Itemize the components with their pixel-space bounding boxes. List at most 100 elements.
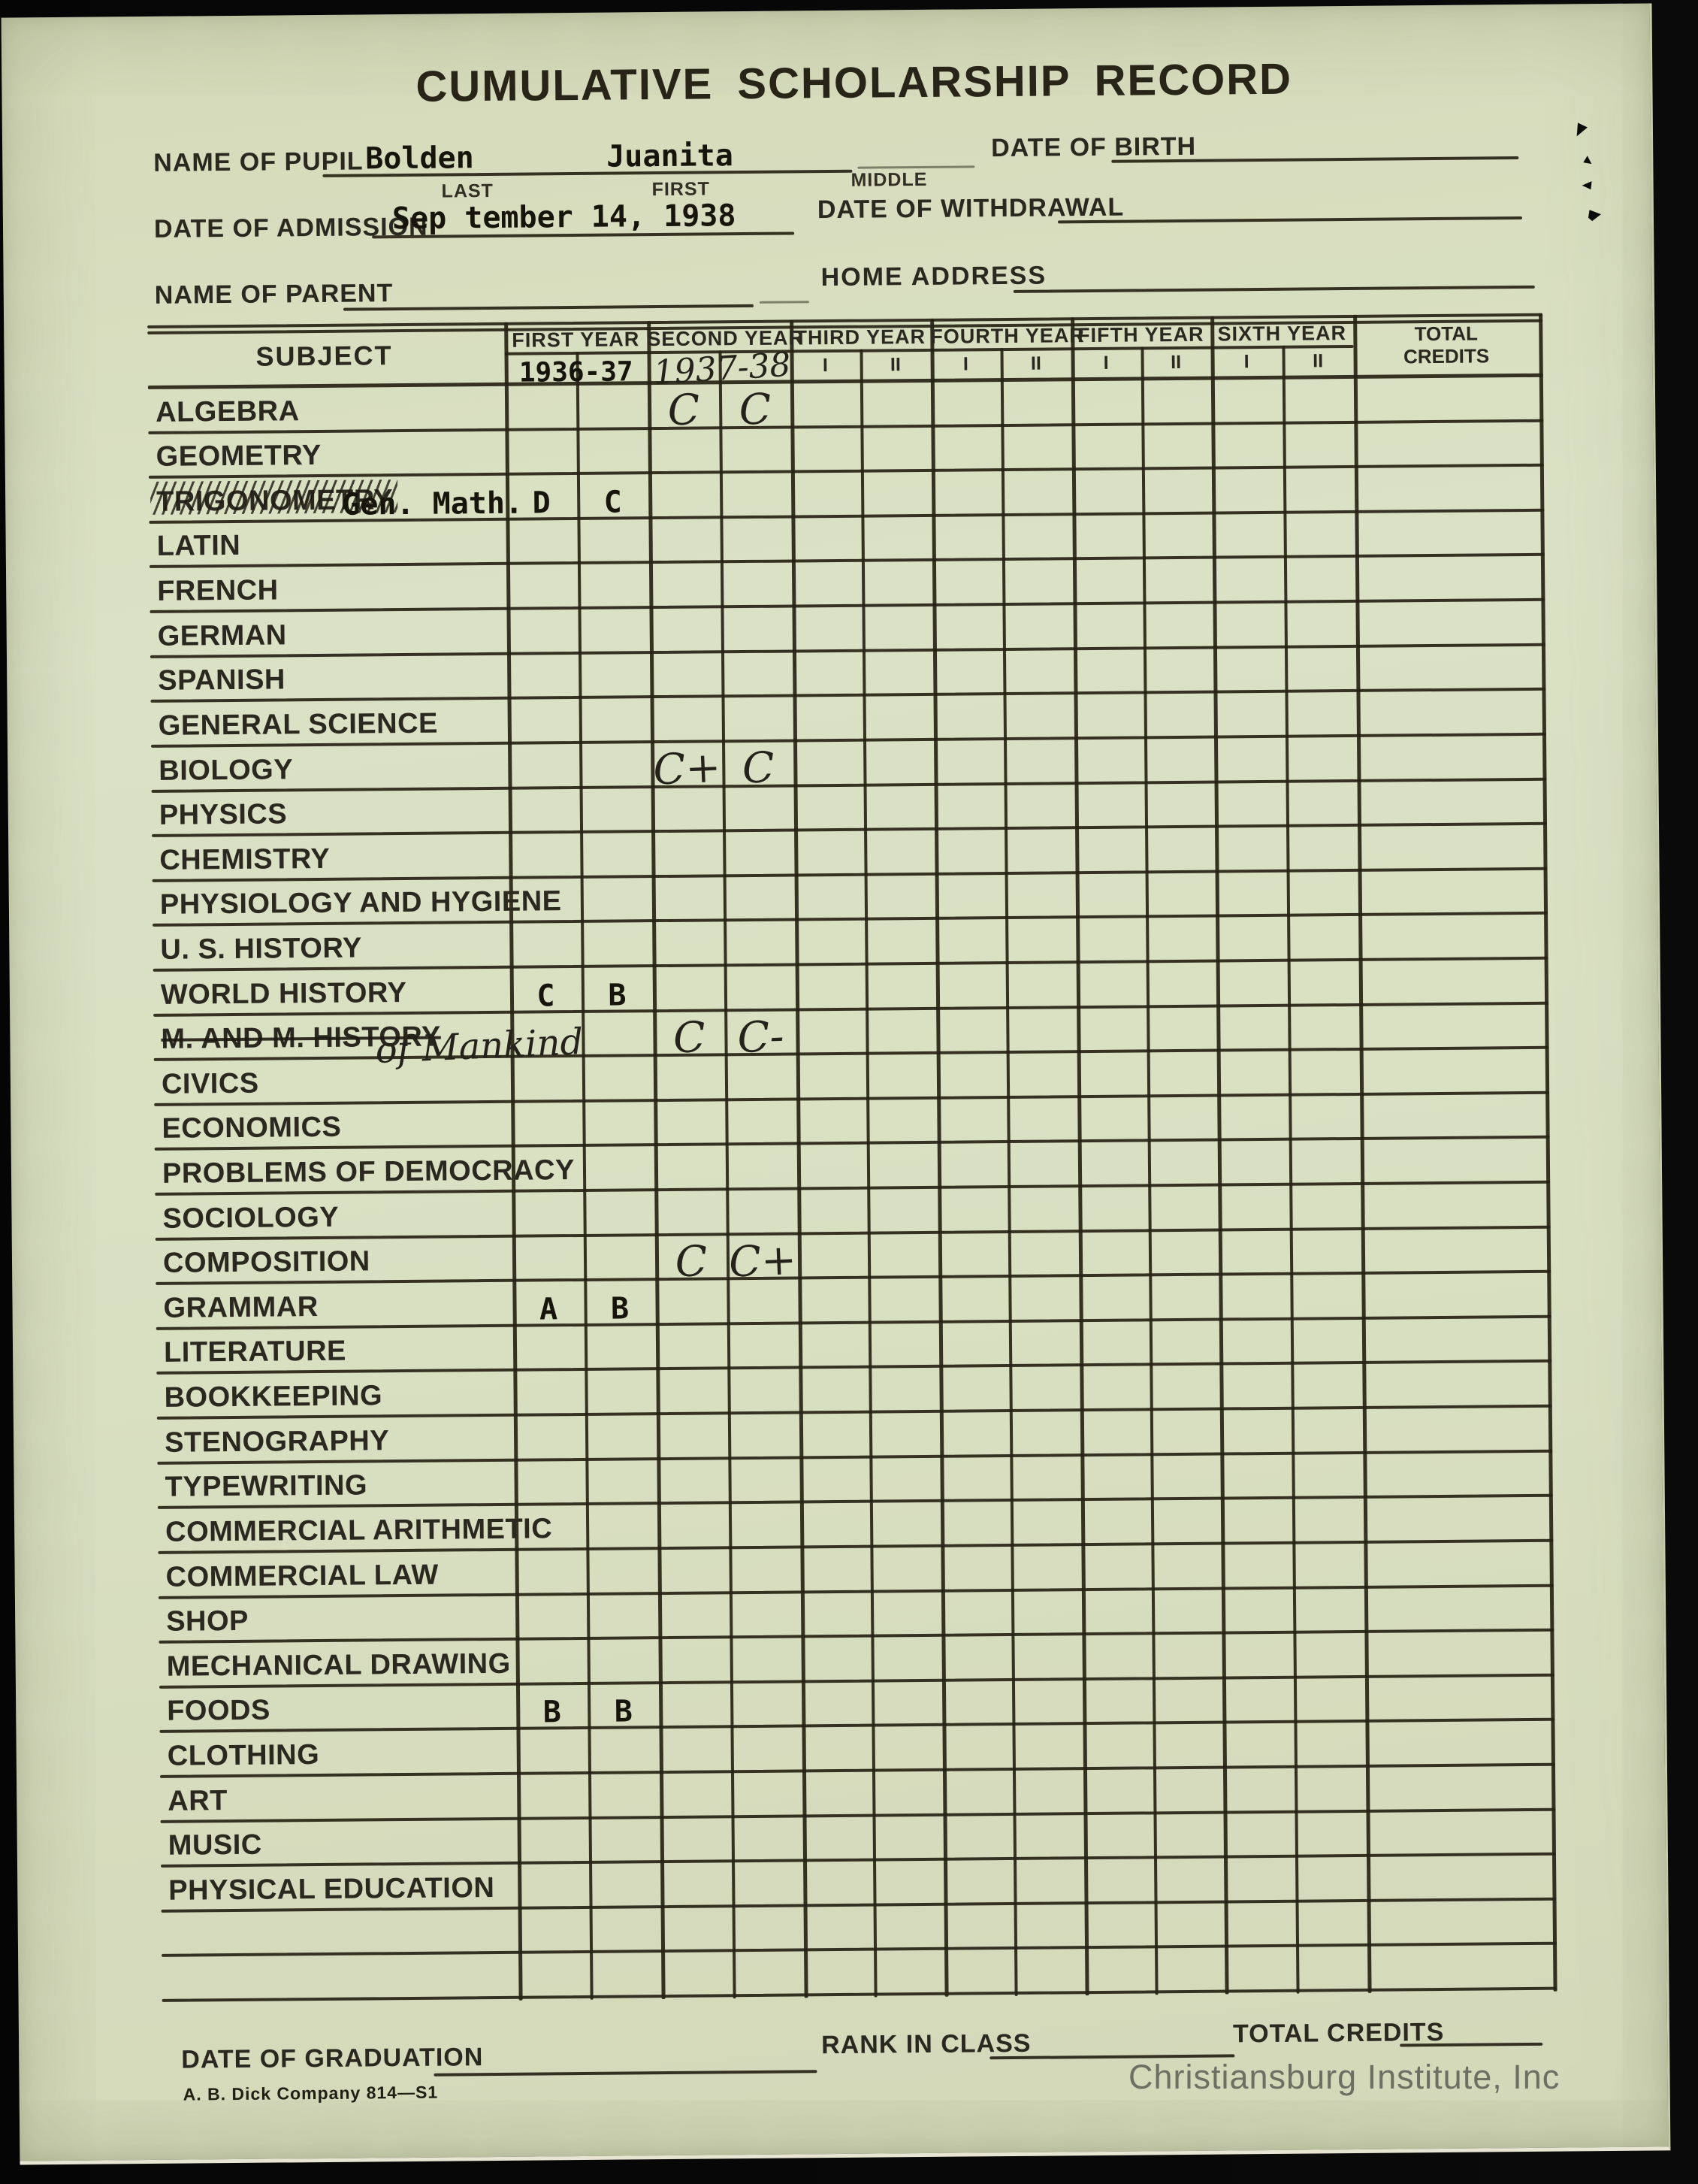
subject-label: PROBLEMS OF DEMOCRACY: [162, 1154, 576, 1190]
total-credits-label: TOTAL CREDITS: [1232, 2017, 1445, 2049]
subject-annotation: of Mankind: [374, 1021, 585, 1072]
header-bottom-rule: [147, 373, 1543, 389]
page-title: CUMULATIVE SCHOLARSHIP RECORD: [415, 54, 1293, 111]
grade-cell: C: [673, 1236, 709, 1287]
semester-label: II: [890, 354, 901, 376]
row-rule: [159, 1628, 1554, 1644]
subject-label: SPANISH: [158, 664, 286, 697]
subject-label: TYPEWRITING: [165, 1469, 368, 1504]
punch-mark-icon: [1588, 210, 1601, 221]
subject-label: STENOGRAPHY: [164, 1424, 390, 1459]
grid-column-line: [1353, 314, 1372, 1993]
grade-cell: B: [614, 1694, 633, 1729]
row-rule: [149, 553, 1545, 569]
total-credits-header: TOTAL: [1414, 322, 1479, 346]
subject-annotation: Gen. Math.: [342, 486, 524, 522]
subject-label: GERMAN: [157, 619, 287, 652]
semester-label: I: [962, 353, 968, 375]
grid-column-line: [860, 349, 878, 1998]
punch-mark-icon: [1583, 156, 1591, 164]
semester-label: II: [1313, 350, 1324, 372]
grid-column-line: [1210, 316, 1229, 1995]
pupil-first-name-value: Juanita: [606, 138, 733, 174]
year-header: THIRD YEAR: [794, 325, 926, 349]
grid-column-line: [647, 321, 666, 2000]
row-rule: [162, 1986, 1558, 2002]
semester-label: II: [1030, 352, 1041, 374]
subject-label: GEOMETRY: [156, 440, 322, 473]
subject-label: CLOTHING: [167, 1738, 320, 1772]
row-rule: [148, 419, 1544, 434]
grid-column-line: [576, 351, 594, 2000]
subject-label: ECONOMICS: [162, 1112, 342, 1145]
grid-column-line: [1141, 346, 1159, 1995]
grid-column-line: [1539, 313, 1558, 1992]
date-of-birth-label: DATE OF BIRTH: [990, 132, 1197, 163]
subject-label: CHEMISTRY: [159, 842, 331, 876]
subject-label: PHYSICAL EDUCATION: [168, 1871, 495, 1907]
grid-column-line: [930, 318, 949, 1997]
subject-label: FOODS: [167, 1694, 271, 1728]
subject-label: LITERATURE: [163, 1336, 347, 1369]
row-rule: [150, 597, 1545, 613]
subject-label: PHYSICS: [159, 798, 288, 831]
date-of-withdrawal-label: DATE OF WITHDRAWAL: [817, 192, 1125, 225]
subject-label: SHOP: [166, 1605, 249, 1638]
row-rule: [162, 1942, 1558, 1958]
semester-label: I: [1243, 351, 1249, 373]
home-address-label: HOME ADDRESS: [820, 261, 1047, 292]
punch-mark-icon: [1582, 181, 1592, 189]
row-rule: [151, 777, 1547, 793]
semester-label: I: [822, 355, 828, 377]
row-rule: [159, 1762, 1555, 1778]
year-header: FIRST YEAR: [512, 328, 640, 352]
semester-label: II: [1171, 351, 1182, 374]
grade-cell: B: [608, 977, 627, 1013]
first-sublabel: FIRST: [651, 178, 710, 201]
subject-label: COMPOSITION: [162, 1245, 370, 1280]
grade-cell: C+: [727, 1235, 797, 1287]
home-address-line: [1013, 285, 1535, 293]
subject-label: GENERAL SCIENCE: [158, 707, 439, 742]
row-rule: [155, 1225, 1551, 1241]
punch-mark-icon: [1576, 123, 1588, 136]
grade-cell: D: [532, 486, 551, 521]
grade-cell: C-: [736, 1012, 785, 1063]
form-printer-imprint: A. B. Dick Company 814—S1: [183, 2082, 439, 2104]
row-rule: [150, 687, 1546, 703]
row-rule: [160, 1807, 1556, 1823]
subject-label: MUSIC: [168, 1829, 262, 1862]
grade-cell: B: [542, 1695, 562, 1730]
middle-sublabel: MIDDLE: [851, 168, 928, 191]
grid-column-line: [1000, 348, 1018, 1996]
grade-cell: C: [740, 743, 775, 794]
grade-cell: C: [672, 1012, 706, 1063]
grid-column-line: [718, 350, 736, 1999]
row-rule: [148, 463, 1544, 479]
rank-in-class-label: RANK IN CLASS: [820, 2028, 1032, 2060]
grade-cell: B: [610, 1291, 630, 1326]
date-of-admission-value: Sep tember 14, 1938: [391, 198, 736, 237]
subject-label: BIOLOGY: [159, 753, 294, 787]
subject-label: LATIN: [156, 530, 241, 563]
row-rule: [156, 1360, 1552, 1375]
grade-cell: A: [539, 1292, 558, 1327]
pupil-last-name-value: Bolden: [365, 141, 474, 177]
row-rule: [156, 1314, 1551, 1330]
subject-label: ART: [168, 1784, 228, 1817]
last-sublabel: LAST: [441, 180, 494, 202]
date-of-withdrawal-line: [1057, 216, 1522, 224]
row-rule: [154, 1090, 1550, 1106]
row-rule: [159, 1718, 1555, 1734]
row-rule: [152, 867, 1548, 882]
subject-label: COMMERCIAL LAW: [165, 1559, 439, 1593]
name-of-pupil-label: NAME OF PUPIL: [153, 147, 364, 177]
subject-label: BOOKKEEPING: [164, 1380, 383, 1414]
date-of-graduation-label: DATE OF GRADUATION: [181, 2043, 484, 2074]
row-rule: [150, 643, 1545, 658]
grade-cell: C: [737, 385, 772, 435]
subject-label: PHYSIOLOGY AND HYGIENE: [159, 885, 562, 921]
grades-table: SUBJECT FIRST YEAR SECOND YEAR THIRD YEAR I I…: [2, 3, 1671, 2002]
grid-column-line: [1071, 317, 1089, 1996]
document-paper: CUMULATIVE SCHOLARSHIP RECORD NAME OF PU…: [1, 3, 1671, 2165]
